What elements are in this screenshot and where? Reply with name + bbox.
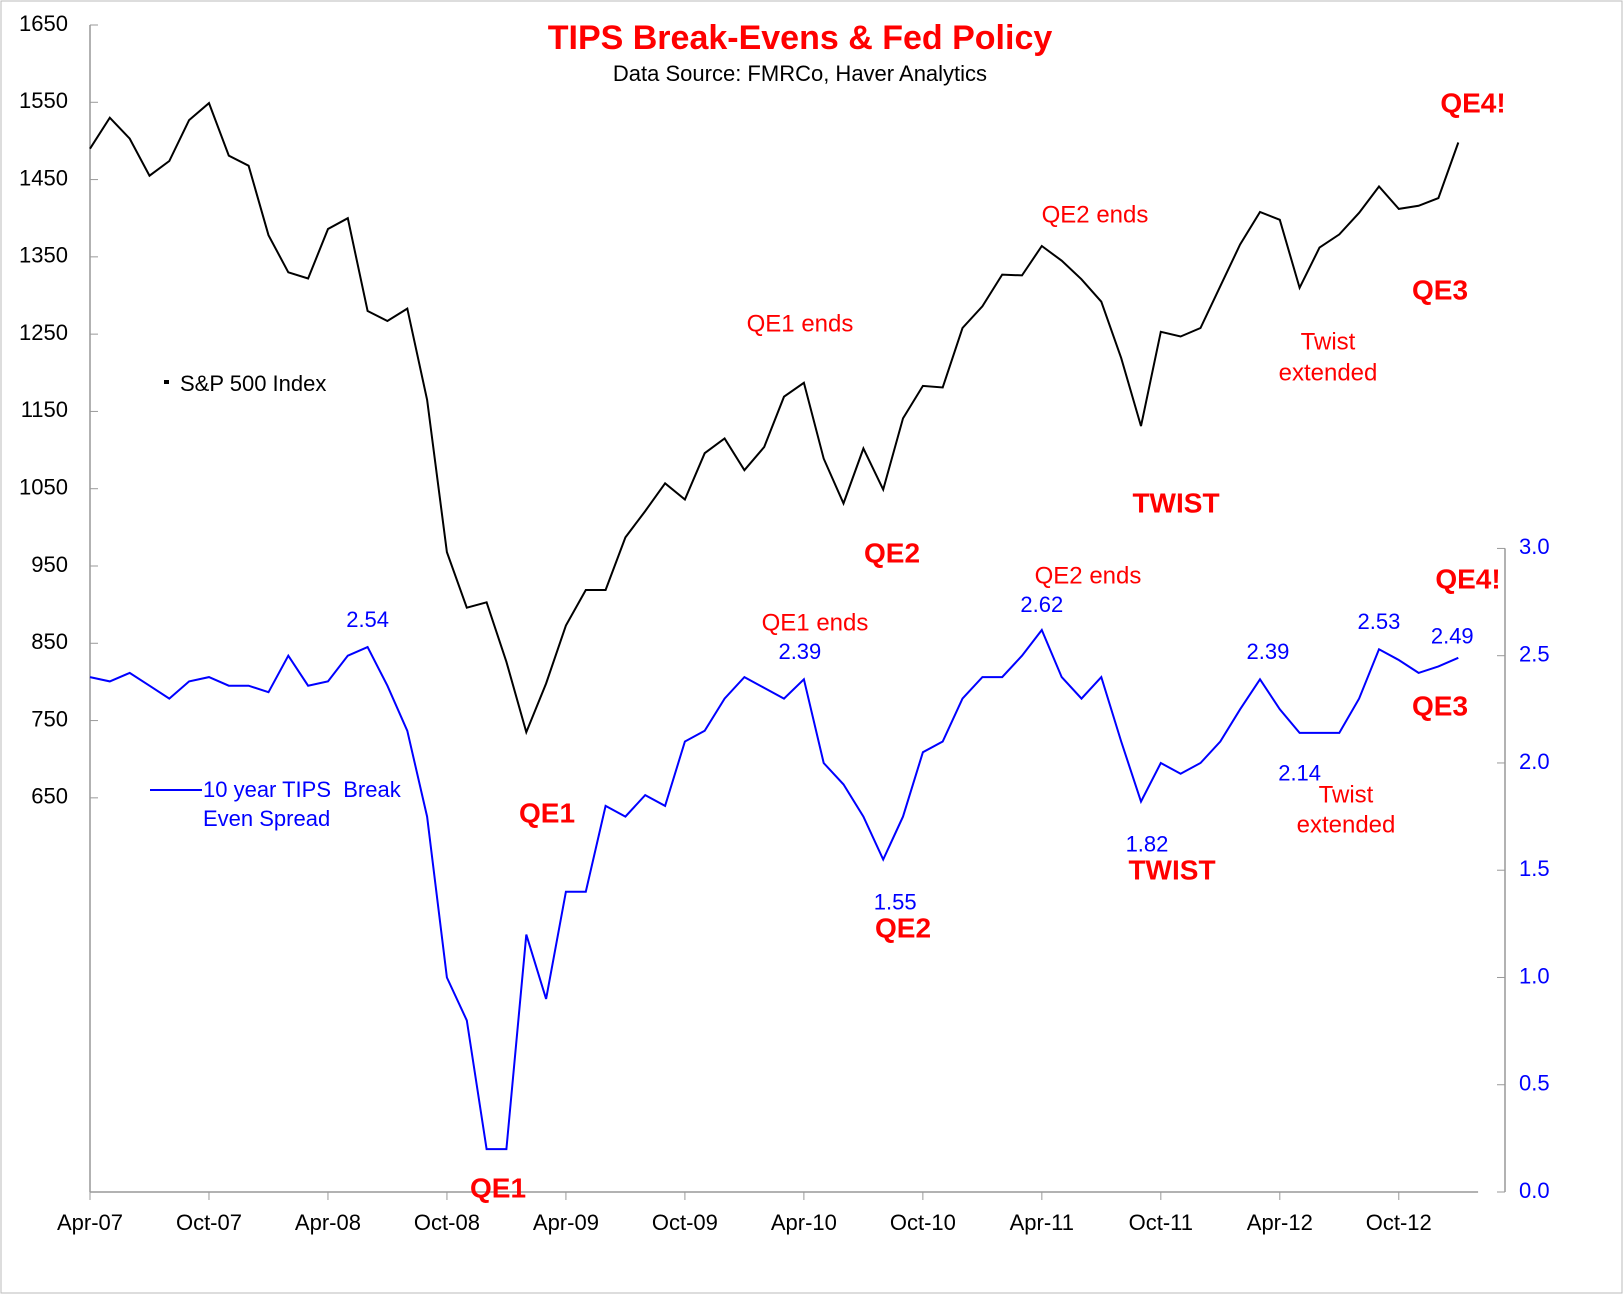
annotation: QE1 bbox=[519, 797, 575, 828]
value-label: 2.39 bbox=[1247, 639, 1290, 664]
annotation: QE2 ends bbox=[1042, 201, 1149, 228]
annotation: TWIST bbox=[1128, 854, 1215, 885]
annotation: QE1 bbox=[470, 1172, 526, 1203]
value-label: 2.39 bbox=[778, 639, 821, 664]
value-label: 2.62 bbox=[1020, 592, 1063, 617]
annotation: TWIST bbox=[1132, 487, 1219, 518]
annotation: QE2 bbox=[875, 912, 931, 943]
annotation: Twist bbox=[1319, 781, 1374, 808]
y2-tick-label: 1.0 bbox=[1519, 963, 1550, 988]
annotation: QE3 bbox=[1412, 274, 1468, 305]
chart-subtitle: Data Source: FMRCo, Haver Analytics bbox=[613, 61, 987, 86]
x-tick-label: Apr-09 bbox=[533, 1210, 599, 1235]
value-label: 2.54 bbox=[346, 607, 389, 632]
value-label: 2.14 bbox=[1278, 761, 1321, 786]
x-tick-label: Oct-09 bbox=[652, 1210, 718, 1235]
legend-label-box: 10 year TIPS Break Even Spread bbox=[203, 777, 407, 831]
y-tick-label: 1550 bbox=[19, 88, 68, 113]
chart-title: TIPS Break-Evens & Fed Policy bbox=[548, 19, 1053, 57]
y-tick-label: 750 bbox=[31, 706, 68, 731]
value-label: 2.49 bbox=[1431, 624, 1474, 649]
x-tick-label: Oct-08 bbox=[414, 1210, 480, 1235]
y2-tick-label: 1.5 bbox=[1519, 856, 1550, 881]
x-tick-label: Apr-08 bbox=[295, 1210, 361, 1235]
annotation: QE2 bbox=[864, 537, 920, 568]
annotation: extended bbox=[1297, 811, 1396, 838]
y2-tick-label: 2.5 bbox=[1519, 642, 1550, 667]
legend-label: 10 year TIPS Break Even Spread bbox=[203, 777, 407, 831]
series-line bbox=[89, 628, 1459, 1151]
x-tick-label: Oct-10 bbox=[890, 1210, 956, 1235]
y-tick-label: 1650 bbox=[19, 11, 68, 36]
annotation: QE2 ends bbox=[1035, 562, 1142, 589]
value-label: 2.53 bbox=[1358, 609, 1401, 634]
annotation: QE1 ends bbox=[762, 609, 869, 636]
series-line bbox=[89, 101, 1460, 736]
x-tick-label: Oct-11 bbox=[1129, 1210, 1193, 1235]
annotation: QE4! bbox=[1435, 563, 1500, 594]
y2-tick-label: 0.0 bbox=[1519, 1178, 1550, 1203]
y-tick-label: 650 bbox=[31, 784, 68, 809]
x-tick-label: Apr-12 bbox=[1247, 1210, 1313, 1235]
legend-swatch bbox=[164, 380, 169, 384]
y-tick-label: 850 bbox=[31, 629, 68, 654]
x-tick-label: Apr-07 bbox=[57, 1210, 123, 1235]
x-tick-label: Apr-11 bbox=[1010, 1210, 1074, 1235]
value-label: 1.82 bbox=[1126, 831, 1169, 856]
annotation: QE4! bbox=[1440, 87, 1505, 118]
value-label: 1.55 bbox=[874, 889, 917, 914]
y2-tick-label: 3.0 bbox=[1519, 534, 1550, 559]
x-tick-label: Apr-10 bbox=[771, 1210, 837, 1235]
annotation: QE3 bbox=[1412, 690, 1468, 721]
annotation: extended bbox=[1279, 359, 1378, 386]
x-tick-label: Oct-07 bbox=[176, 1210, 242, 1235]
y2-tick-label: 0.5 bbox=[1519, 1071, 1550, 1096]
y-tick-label: 950 bbox=[31, 552, 68, 577]
legend-label: S&P 500 Index bbox=[180, 371, 326, 396]
y-tick-label: 1050 bbox=[19, 475, 68, 500]
y-tick-label: 1150 bbox=[21, 397, 68, 422]
y-tick-label: 1250 bbox=[19, 320, 68, 345]
annotation: Twist bbox=[1301, 328, 1356, 355]
annotation: QE1 ends bbox=[747, 310, 854, 337]
y2-tick-label: 2.0 bbox=[1519, 749, 1550, 774]
x-tick-label: Oct-12 bbox=[1366, 1210, 1432, 1235]
y-tick-label: 1350 bbox=[19, 243, 68, 268]
y-tick-label: 1450 bbox=[19, 165, 68, 190]
